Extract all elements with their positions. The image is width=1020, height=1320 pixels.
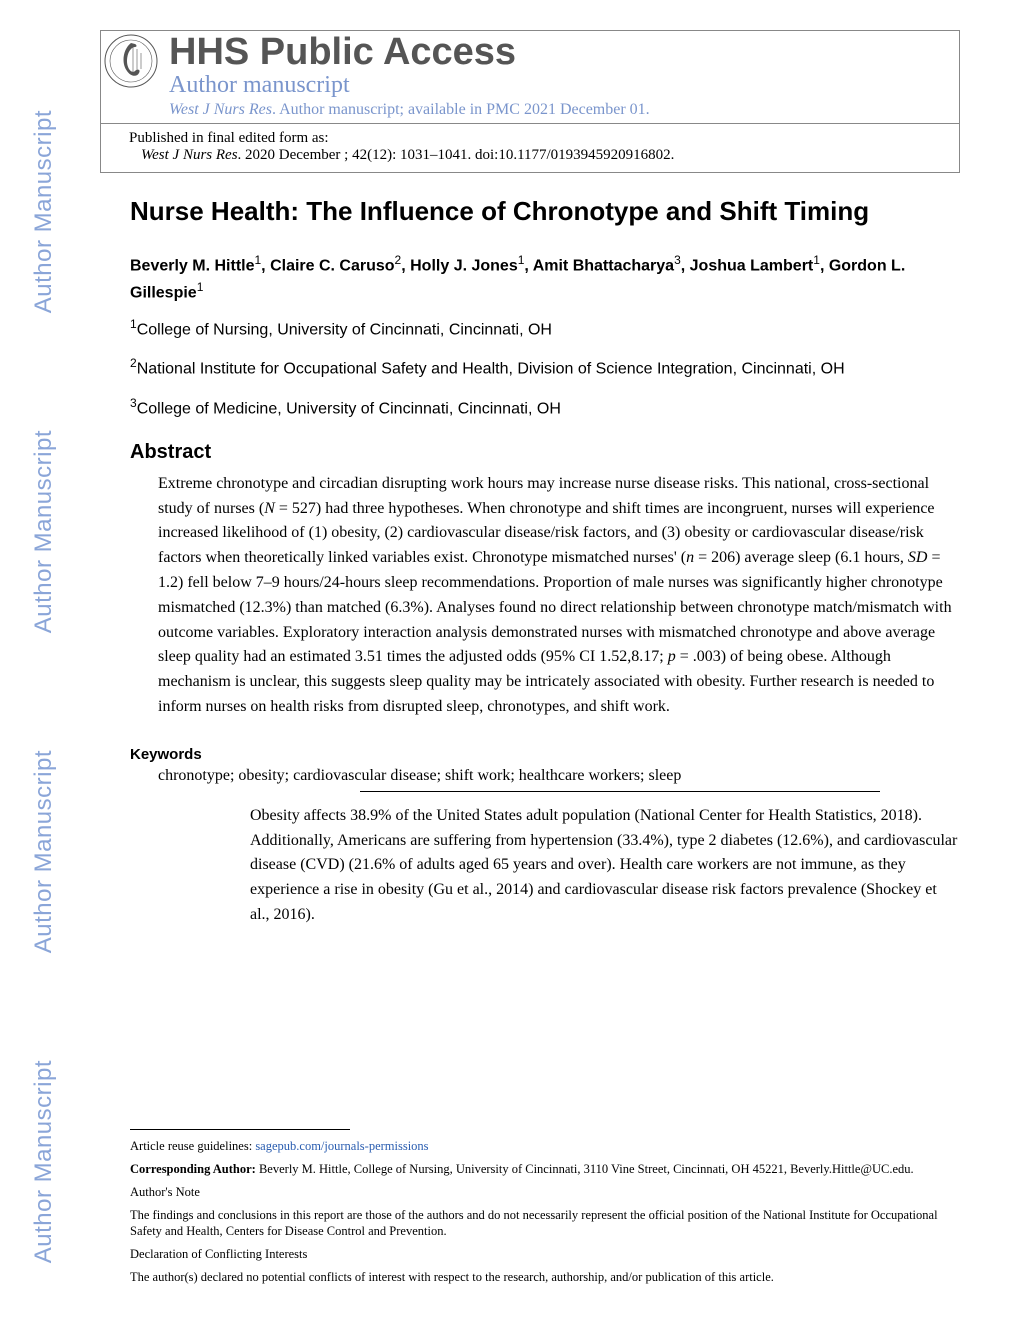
reuse-link[interactable]: sagepub.com/journals-permissions	[255, 1139, 428, 1153]
journal-name: West J Nurs Res	[141, 147, 238, 163]
author-manuscript-label: Author manuscript	[169, 71, 949, 100]
availability-text: . Author manuscript; available in PMC 20…	[272, 101, 650, 118]
footnote-rule	[130, 1129, 350, 1130]
author-list: Beverly M. Hittle1, Claire C. Caruso2, H…	[130, 251, 960, 306]
published-block: Published in final edited form as: West …	[101, 123, 959, 172]
intro-paragraph: Obesity affects 38.9% of the United Stat…	[250, 804, 960, 928]
article-content: Nurse Health: The Influence of Chronotyp…	[130, 196, 960, 928]
affiliation-3: 3College of Medicine, University of Cinc…	[130, 395, 960, 421]
affiliation-1: 1College of Nursing, University of Cinci…	[130, 316, 960, 342]
reuse-guidelines: Article reuse guidelines: sagepub.com/jo…	[130, 1138, 960, 1155]
abstract-heading: Abstract	[130, 441, 960, 464]
declaration-heading: Declaration of Conflicting Interests	[130, 1246, 960, 1263]
hhs-logo-icon	[103, 33, 159, 89]
page: Author Manuscript Author Manuscript Auth…	[0, 0, 1020, 1320]
header-text: HHS Public Access Author manuscript West…	[169, 33, 949, 121]
journal-name: West J Nurs Res	[169, 101, 272, 118]
findings-disclaimer: The findings and conclusions in this rep…	[130, 1207, 960, 1241]
keywords-heading: Keywords	[130, 746, 960, 763]
corresponding-author: Corresponding Author: Beverly M. Hittle,…	[130, 1161, 960, 1178]
published-label: Published in final edited form as:	[129, 130, 947, 147]
journal-availability: West J Nurs Res. Author manuscript; avai…	[169, 100, 949, 121]
affiliation-2: 2National Institute for Occupational Saf…	[130, 355, 960, 381]
hhs-public-access-title: HHS Public Access	[169, 33, 949, 71]
header-top: HHS Public Access Author manuscript West…	[101, 31, 959, 123]
article-title: Nurse Health: The Influence of Chronotyp…	[130, 196, 960, 227]
authors-note-label: Author's Note	[130, 1184, 960, 1201]
watermark-author-manuscript: Author Manuscript	[30, 110, 58, 313]
citation: West J Nurs Res. 2020 December ; 42(12):…	[129, 147, 947, 164]
abstract-text: Extreme chronotype and circadian disrupt…	[158, 472, 960, 720]
declaration-text: The author(s) declared no potential conf…	[130, 1269, 960, 1286]
citation-details: . 2020 December ; 42(12): 1031–1041. doi…	[238, 147, 675, 163]
keywords-text: chronotype; obesity; cardiovascular dise…	[158, 767, 960, 785]
watermark-author-manuscript: Author Manuscript	[30, 750, 58, 953]
watermark-author-manuscript: Author Manuscript	[30, 1060, 58, 1263]
footnotes: Article reuse guidelines: sagepub.com/jo…	[130, 1129, 960, 1292]
watermark-author-manuscript: Author Manuscript	[30, 430, 58, 633]
divider	[360, 791, 880, 792]
header-box: HHS Public Access Author manuscript West…	[100, 30, 960, 173]
